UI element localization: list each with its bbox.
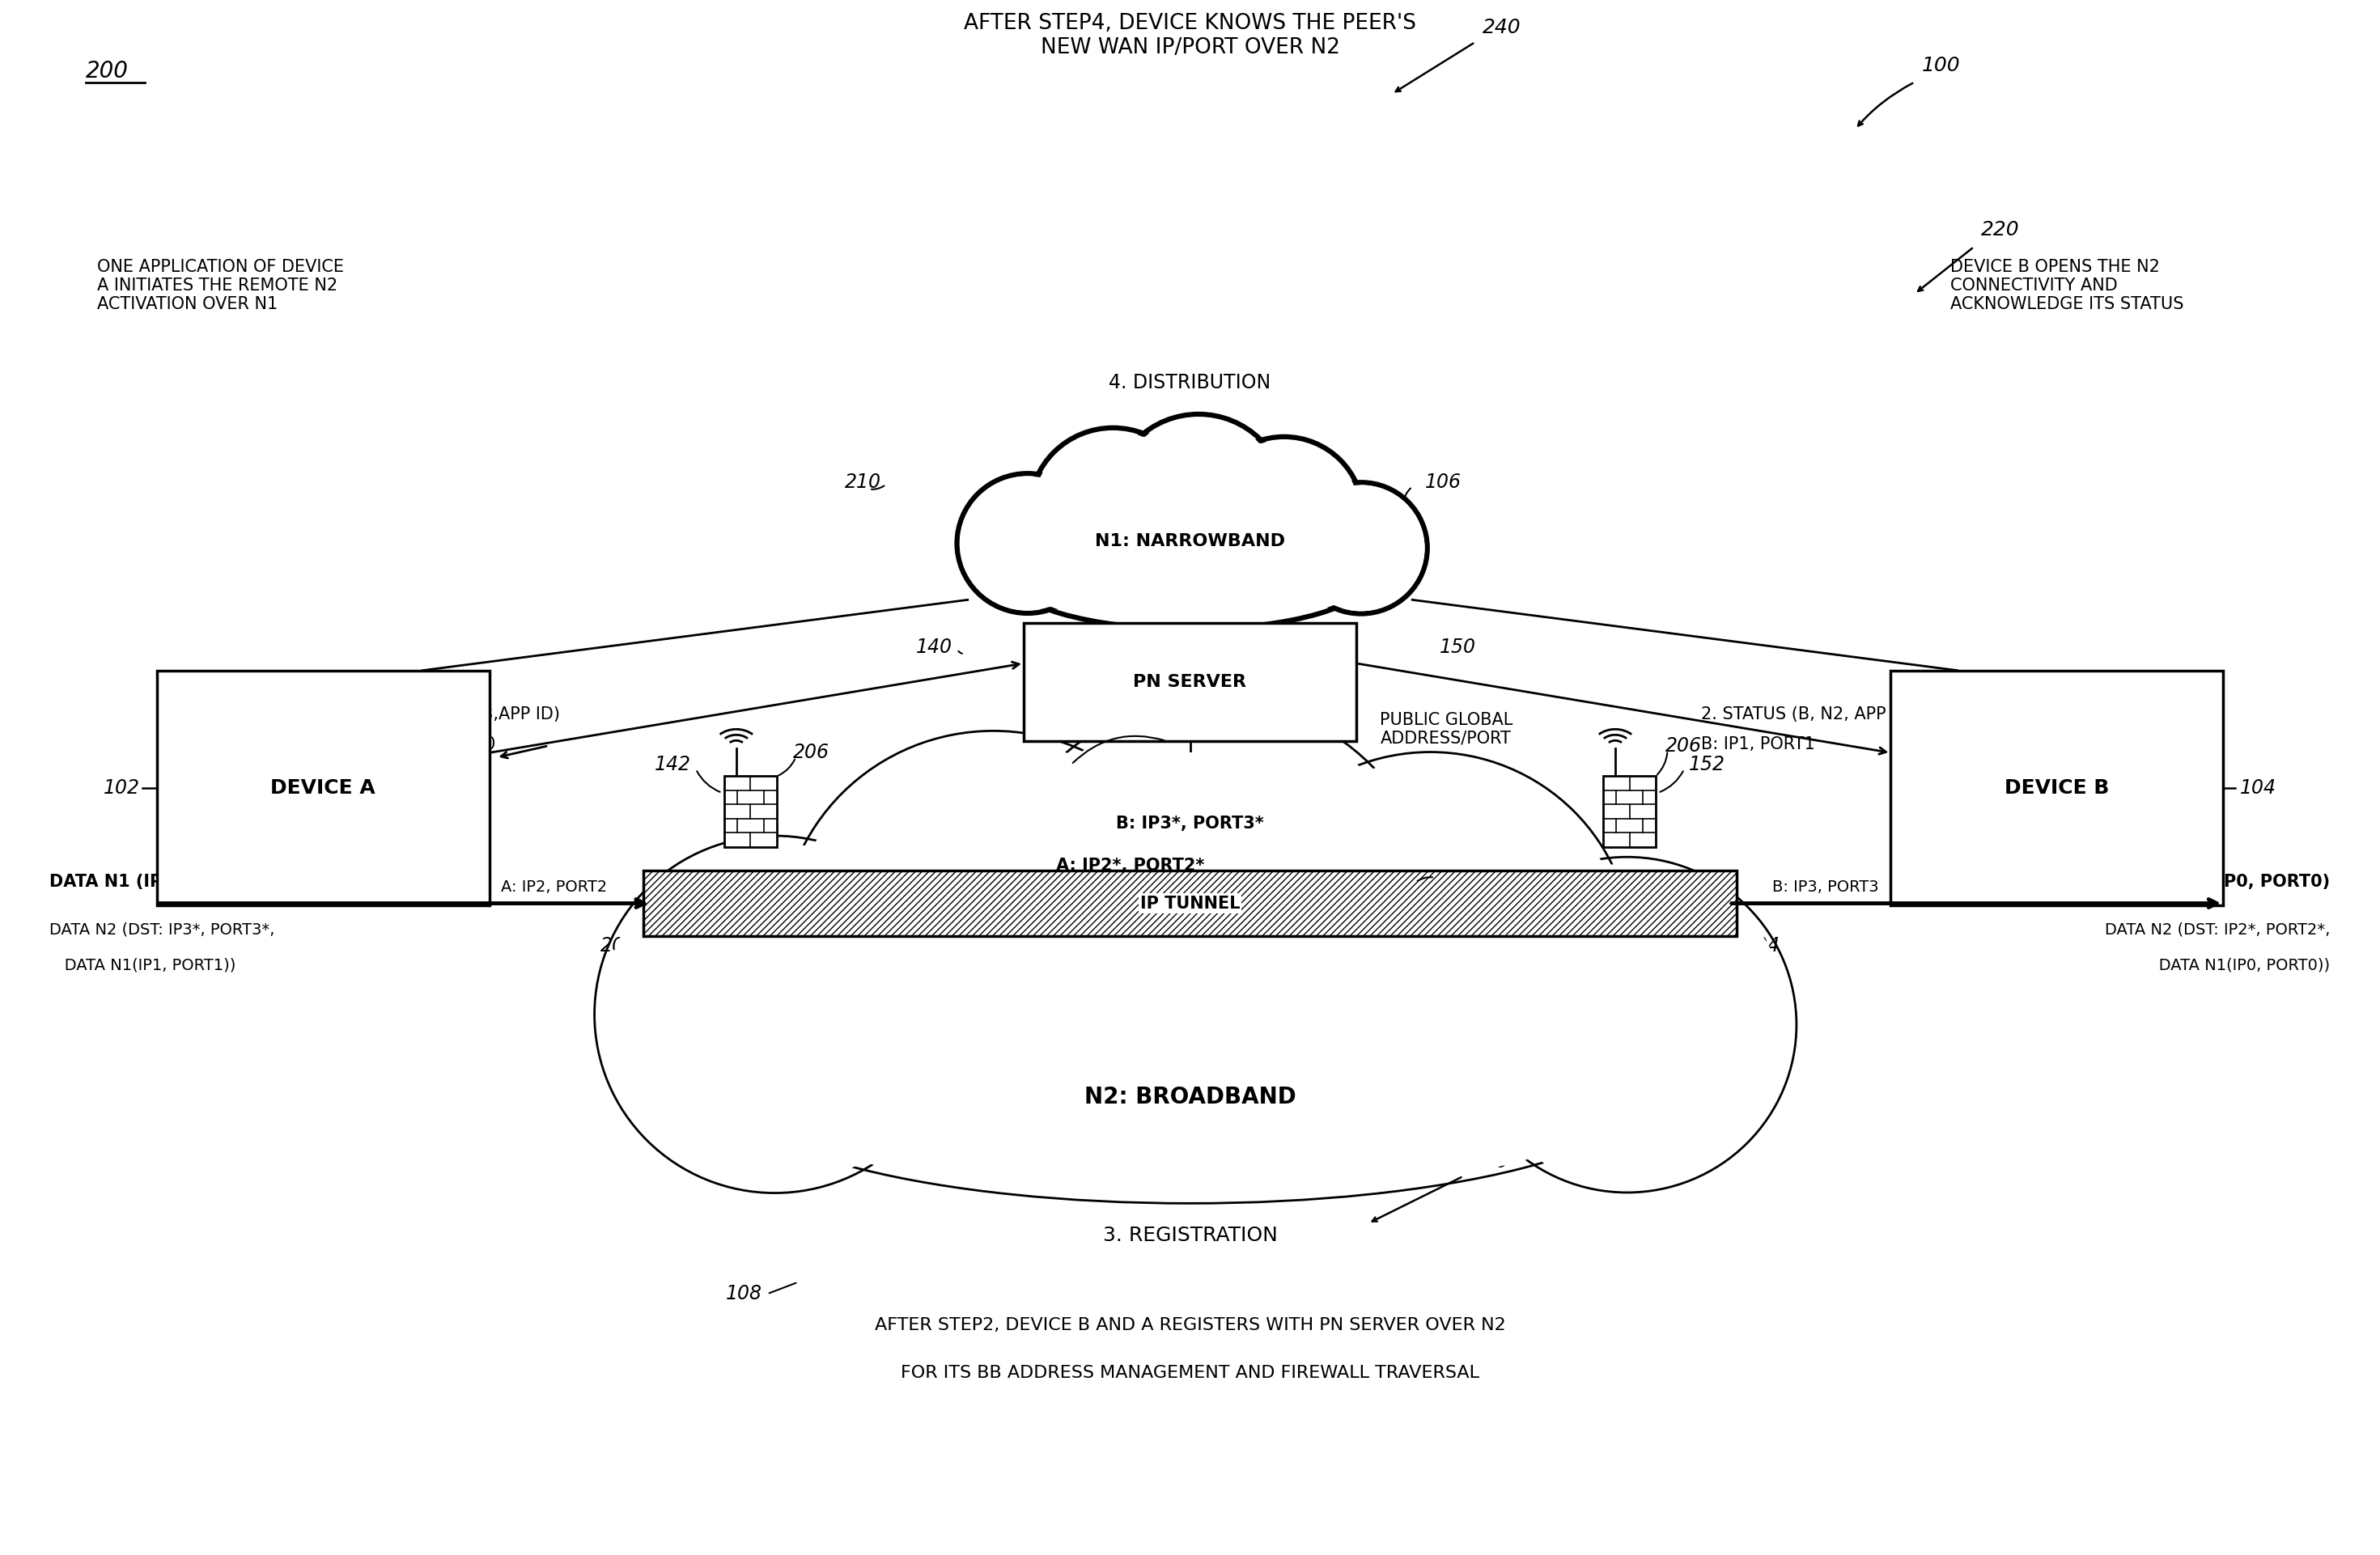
Text: 210: 210	[845, 473, 881, 491]
Circle shape	[1114, 418, 1283, 585]
Text: 202: 202	[1071, 771, 1107, 791]
Text: B: IP3*, PORT3*: B: IP3*, PORT3*	[1116, 815, 1264, 832]
Text: 108: 108	[726, 1284, 762, 1303]
Text: DATA N1 (IP0, PORT0): DATA N1 (IP0, PORT0)	[2123, 874, 2330, 891]
Text: 140: 140	[916, 638, 952, 656]
Text: IP TUNNEL: IP TUNNEL	[1140, 896, 1240, 911]
Circle shape	[997, 708, 1428, 1134]
Text: N2: BROADBAND: N2: BROADBAND	[1083, 1085, 1297, 1109]
Text: B: IP1, PORT1: B: IP1, PORT1	[1702, 736, 1814, 753]
Text: 206: 206	[793, 743, 831, 762]
Text: 1. ENABLE (B,APP ID): 1. ENABLE (B,APP ID)	[383, 706, 559, 722]
Ellipse shape	[740, 978, 1640, 1196]
Text: A: IP2, PORT2: A: IP2, PORT2	[502, 879, 607, 894]
Text: FOR ITS BB ADDRESS MANAGEMENT AND FIREWALL TRAVERSAL: FOR ITS BB ADDRESS MANAGEMENT AND FIREWA…	[900, 1365, 1480, 1381]
Circle shape	[1228, 753, 1633, 1152]
Ellipse shape	[1009, 524, 1371, 630]
Circle shape	[959, 476, 1095, 611]
Circle shape	[1031, 428, 1197, 592]
Text: PUBLIC GLOBAL
ADDRESS/PORT: PUBLIC GLOBAL ADDRESS/PORT	[1380, 712, 1514, 746]
Text: 4. DISTRIBUTION: 4. DISTRIBUTION	[1109, 373, 1271, 393]
Circle shape	[957, 473, 1097, 613]
Text: 220: 220	[1980, 221, 2021, 239]
Circle shape	[988, 700, 1435, 1143]
Text: DEVICE B OPENS THE N2
CONNECTIVITY AND
ACKNOWLEDGE ITS STATUS: DEVICE B OPENS THE N2 CONNECTIVITY AND A…	[1949, 258, 2182, 313]
Text: 206: 206	[1666, 736, 1702, 756]
Text: DEVICE A: DEVICE A	[271, 779, 376, 798]
Bar	[1023, 624, 1357, 742]
Text: DATA N1 (IP1, PORT1): DATA N1 (IP1, PORT1)	[50, 874, 257, 891]
Circle shape	[1033, 431, 1192, 589]
Circle shape	[1204, 437, 1364, 594]
Bar	[643, 871, 1737, 936]
Text: 104: 104	[2240, 779, 2275, 798]
Circle shape	[1297, 485, 1426, 611]
Text: 230: 230	[1471, 1152, 1509, 1171]
Text: 152: 152	[1690, 754, 1726, 774]
Text: B: IP3, PORT3: B: IP3, PORT3	[1773, 879, 1878, 894]
Bar	[1604, 776, 1656, 847]
Text: DATA N2 (DST: IP2*, PORT2*,: DATA N2 (DST: IP2*, PORT2*,	[2104, 922, 2330, 938]
Text: AFTER STEP2, DEVICE B AND A REGISTERS WITH PN SERVER OVER N2: AFTER STEP2, DEVICE B AND A REGISTERS WI…	[873, 1317, 1507, 1334]
Text: 102: 102	[105, 779, 140, 798]
Circle shape	[781, 731, 1207, 1152]
Circle shape	[595, 835, 954, 1193]
Text: 204: 204	[600, 936, 635, 956]
Ellipse shape	[726, 970, 1654, 1204]
Circle shape	[602, 843, 947, 1186]
Text: 240: 240	[1483, 19, 1521, 37]
Text: 150: 150	[1440, 638, 1476, 656]
Bar	[1890, 670, 2223, 905]
Bar	[157, 670, 490, 905]
Text: 142: 142	[655, 754, 690, 774]
Text: 2. STATUS (B, N2, APP ID): 2. STATUS (B, N2, APP ID)	[1702, 706, 1916, 722]
Circle shape	[1457, 857, 1797, 1193]
Text: A: IP2*, PORT2*: A: IP2*, PORT2*	[1057, 858, 1204, 874]
Circle shape	[1111, 414, 1285, 588]
Circle shape	[1235, 760, 1626, 1144]
Text: N1: NARROWBAND: N1: NARROWBAND	[1095, 533, 1285, 549]
Circle shape	[1295, 482, 1428, 614]
Text: 100: 100	[1921, 56, 1961, 75]
Text: 212: 212	[1440, 866, 1476, 885]
Text: A: IP0, PORT0: A: IP0, PORT0	[383, 736, 495, 753]
Text: DATA N1(IP0, PORT0)): DATA N1(IP0, PORT0))	[2144, 958, 2330, 973]
Bar	[724, 776, 776, 847]
Text: 204: 204	[1745, 936, 1780, 956]
Text: 200: 200	[86, 59, 129, 82]
Circle shape	[788, 739, 1197, 1144]
Text: ONE APPLICATION OF DEVICE
A INITIATES THE REMOTE N2
ACTIVATION OVER N1: ONE APPLICATION OF DEVICE A INITIATES TH…	[98, 258, 345, 313]
Text: PN SERVER: PN SERVER	[1133, 673, 1247, 690]
Text: DATA N2 (DST: IP3*, PORT3*,: DATA N2 (DST: IP3*, PORT3*,	[50, 922, 276, 938]
Text: 106: 106	[1426, 473, 1461, 491]
Text: DEVICE B: DEVICE B	[2004, 779, 2109, 798]
Text: AFTER STEP4, DEVICE KNOWS THE PEER'S
NEW WAN IP/PORT OVER N2: AFTER STEP4, DEVICE KNOWS THE PEER'S NEW…	[964, 14, 1416, 59]
Circle shape	[1464, 863, 1790, 1186]
Text: DATA N1(IP1, PORT1)): DATA N1(IP1, PORT1))	[50, 958, 236, 973]
Circle shape	[1209, 440, 1359, 591]
Ellipse shape	[1014, 527, 1366, 627]
Text: 3. REGISTRATION: 3. REGISTRATION	[1102, 1225, 1278, 1246]
